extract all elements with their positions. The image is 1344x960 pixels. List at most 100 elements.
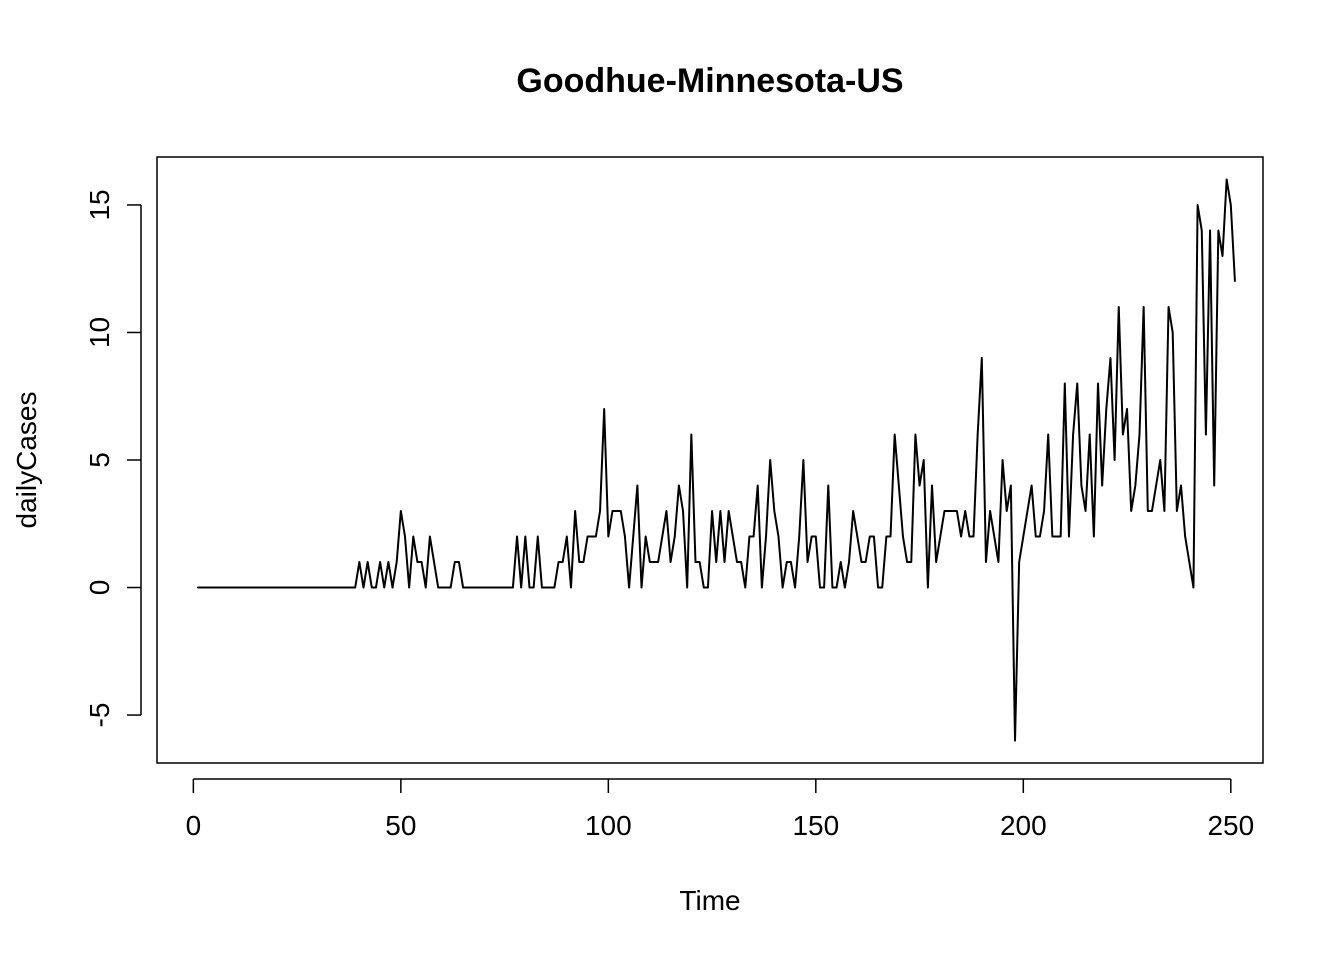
data-point	[230, 586, 232, 589]
data-point	[288, 586, 290, 589]
data-point	[1159, 459, 1161, 461]
data-point	[1213, 484, 1215, 487]
data-point	[645, 535, 647, 538]
data-point	[470, 586, 472, 589]
data-point	[495, 586, 497, 589]
data-point	[1060, 535, 1062, 538]
data-point	[1109, 357, 1112, 359]
data-point	[578, 561, 580, 563]
data-point	[1105, 408, 1107, 410]
data-point	[317, 586, 319, 589]
data-point	[1167, 306, 1170, 308]
data-point	[217, 586, 219, 589]
data-point	[997, 561, 1000, 563]
data-point	[1192, 586, 1195, 589]
data-point	[433, 561, 435, 563]
data-point	[400, 510, 402, 512]
data-point	[499, 586, 502, 589]
x-axis: 0 50 100 150 200 250	[186, 778, 1254, 841]
data-point	[811, 535, 813, 538]
data-point	[835, 586, 838, 589]
data-point	[960, 535, 962, 538]
data-point	[483, 586, 485, 589]
data-point	[562, 561, 564, 563]
x-tick-label: 250	[1207, 810, 1254, 841]
data-point	[582, 561, 585, 563]
data-point	[699, 561, 701, 563]
data-point	[972, 535, 975, 538]
data-point	[1084, 510, 1087, 512]
data-point	[611, 510, 614, 512]
data-point	[574, 510, 576, 512]
data-point	[263, 586, 265, 589]
data-point	[458, 561, 460, 563]
x-tick-label: 150	[792, 810, 839, 841]
data-point	[939, 535, 941, 538]
data-point	[956, 510, 958, 512]
data-point	[1039, 535, 1041, 538]
data-point	[420, 561, 423, 563]
data-point	[1163, 510, 1165, 512]
data-point	[300, 586, 302, 589]
data-point	[205, 586, 207, 589]
data-point	[918, 484, 921, 487]
data-point	[682, 510, 684, 512]
data-point	[761, 586, 763, 589]
data-point	[1006, 510, 1008, 512]
data-point	[429, 535, 431, 538]
data-point	[255, 586, 257, 589]
data-point	[748, 535, 751, 538]
data-point	[989, 510, 991, 512]
data-point	[441, 586, 443, 589]
data-point	[267, 586, 269, 589]
data-point	[607, 535, 609, 538]
data-point	[325, 586, 327, 589]
data-point	[740, 561, 742, 563]
data-point	[827, 484, 829, 487]
data-point	[719, 510, 721, 512]
data-point	[985, 561, 987, 563]
data-point	[549, 586, 551, 589]
data-point	[798, 535, 800, 538]
data-point	[1155, 484, 1157, 487]
data-point	[906, 561, 908, 563]
data-point	[877, 586, 879, 589]
data-point	[1205, 433, 1207, 436]
data-point	[736, 561, 738, 563]
data-point	[1055, 535, 1058, 538]
data-point	[732, 535, 734, 538]
x-tick-label: 0	[186, 810, 202, 841]
data-point	[474, 586, 477, 589]
x-tick-label: 100	[585, 810, 632, 841]
data-point	[412, 535, 414, 538]
data-point	[246, 586, 248, 589]
data-point	[665, 510, 668, 512]
data-point	[782, 586, 784, 589]
data-point	[1068, 535, 1070, 538]
data-point	[524, 535, 526, 538]
data-point	[1176, 510, 1178, 512]
data-point	[250, 586, 253, 589]
data-point	[516, 535, 518, 538]
data-point	[686, 586, 688, 589]
data-point	[1147, 510, 1149, 512]
data-point	[823, 586, 825, 589]
data-point	[873, 535, 875, 538]
plot-frame	[156, 156, 1264, 764]
data-point	[1035, 535, 1037, 538]
data-point	[661, 535, 663, 538]
data-point	[196, 586, 199, 589]
data-point	[541, 586, 543, 589]
data-point	[292, 586, 294, 589]
data-point	[910, 561, 912, 563]
data-point	[649, 561, 651, 563]
data-point	[715, 561, 717, 563]
data-point	[889, 535, 892, 538]
data-point	[1209, 229, 1211, 232]
data-point	[201, 586, 203, 589]
data-point	[450, 586, 452, 589]
data-point	[1143, 306, 1145, 308]
data-point	[387, 561, 389, 563]
data-point	[1026, 510, 1029, 512]
data-point	[437, 586, 439, 589]
